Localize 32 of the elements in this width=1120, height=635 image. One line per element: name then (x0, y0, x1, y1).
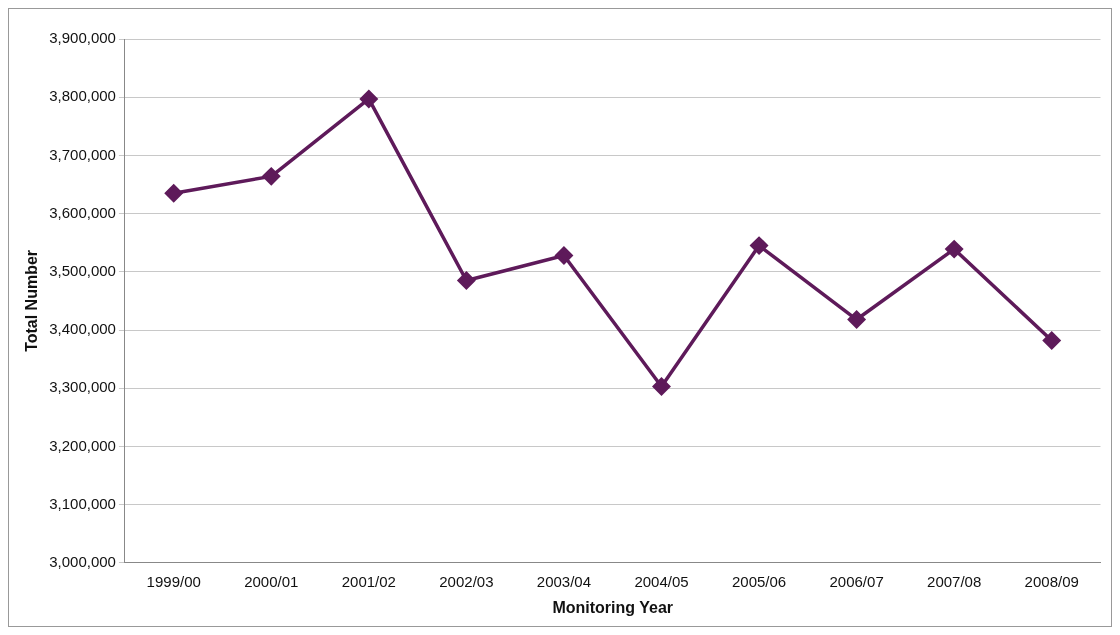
x-tick-label: 2005/06 (731, 572, 787, 590)
point (1042, 331, 1061, 350)
y-tick-label: 3,500,000 (49, 261, 116, 279)
y-tick-label: 3,000,000 (49, 552, 116, 570)
y-tick-label: 3,800,000 (49, 87, 116, 105)
y-axis-title: Total Number (23, 249, 41, 352)
x-tick-label: 2004/05 (634, 572, 689, 590)
point (262, 167, 281, 186)
point (457, 271, 476, 290)
point (750, 236, 768, 255)
point (847, 310, 866, 329)
x-tick-label: 2008/09 (1024, 572, 1079, 590)
x-tick-label: 2000/01 (244, 572, 299, 590)
x-tick-label: 2007/08 (927, 572, 982, 590)
point (555, 246, 573, 265)
x-tick-label: 2002/03 (439, 572, 494, 590)
x-tick-label: 1999/00 (146, 572, 201, 590)
x-tick-label: 2006/07 (829, 572, 884, 590)
point (164, 184, 183, 202)
y-tick-label: 3,600,000 (49, 203, 116, 221)
point (652, 377, 671, 396)
x-tick-label: 2001/02 (341, 572, 396, 590)
y-tick-label: 3,200,000 (49, 436, 116, 454)
point (945, 240, 963, 258)
y-tick-label: 3,300,000 (49, 378, 116, 396)
y-tick-label: 3,700,000 (49, 145, 116, 163)
x-axis-title: Monitoring Year (552, 598, 674, 616)
x-tick-label: 2003/04 (536, 572, 592, 590)
y-tick-label: 3,900,000 (49, 29, 116, 47)
y-tick-label: 3,100,000 (49, 494, 116, 512)
y-tick-label: 3,400,000 (49, 320, 116, 338)
point (360, 90, 378, 108)
